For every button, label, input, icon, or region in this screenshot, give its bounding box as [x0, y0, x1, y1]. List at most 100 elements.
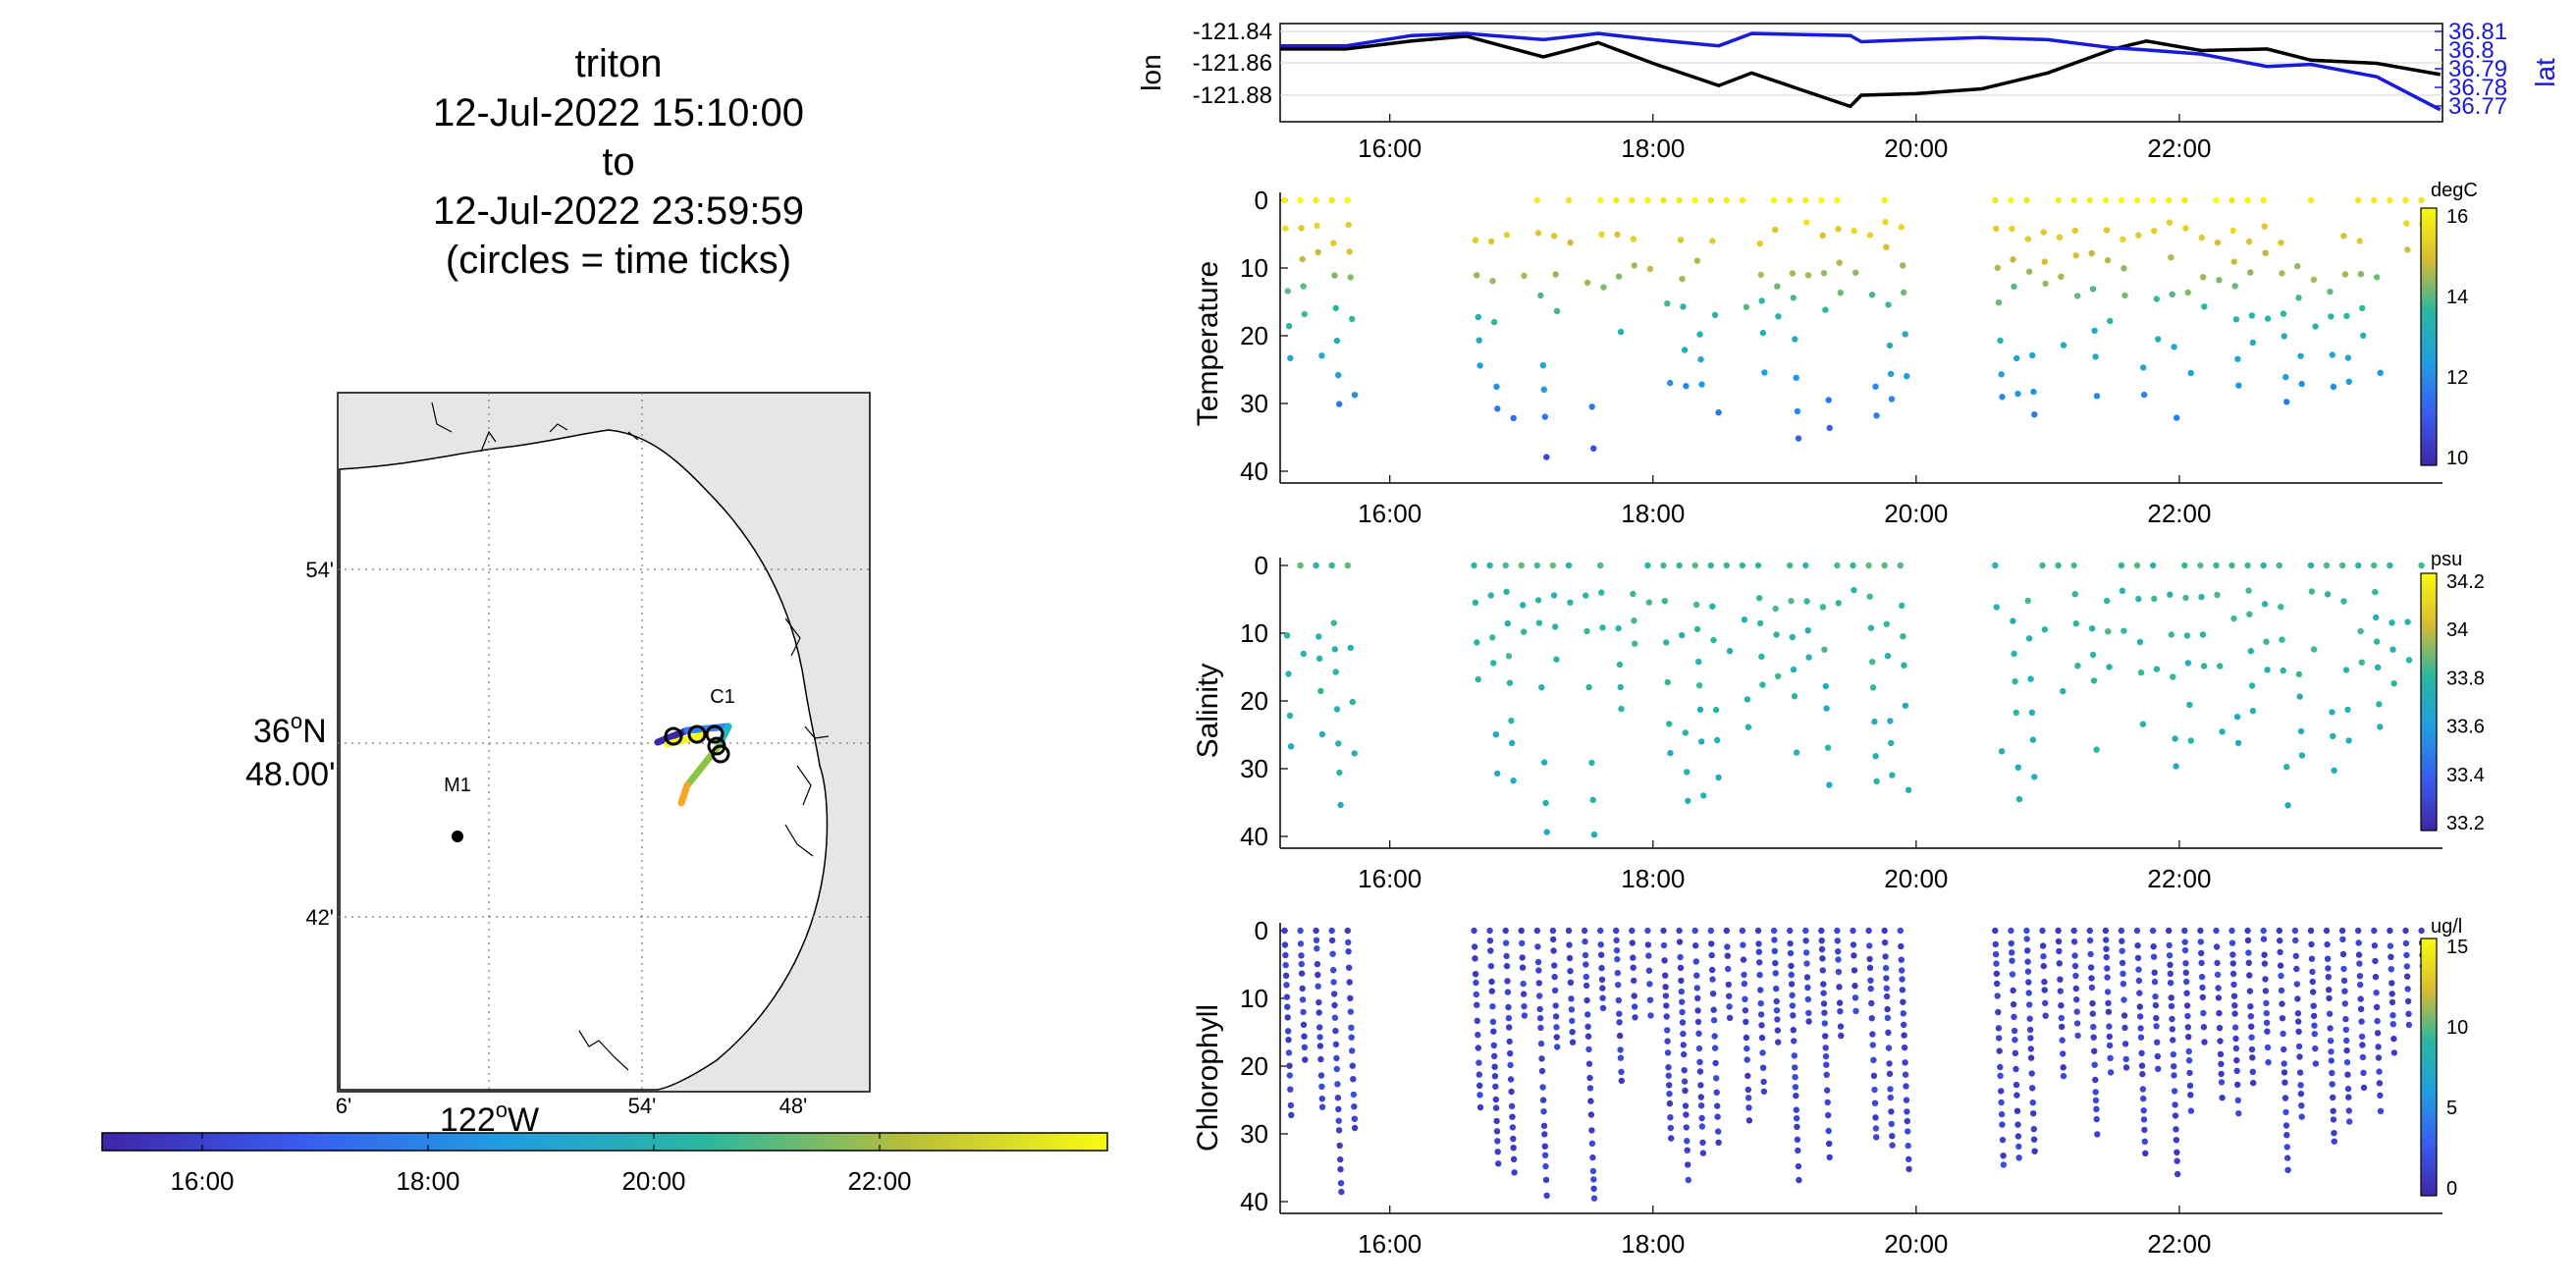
chlorophyll-point	[1824, 1099, 1831, 1106]
chlorophyll-point	[1837, 1008, 1844, 1015]
temperature-point	[2373, 274, 2381, 281]
salinity-point	[1318, 730, 1326, 738]
chlorophyll-point	[1583, 973, 1590, 981]
chlorophyll-point	[2026, 1001, 2033, 1008]
salinity-point	[2184, 660, 2192, 667]
chlorophyll-point	[2171, 1088, 2178, 1095]
salinity-point	[1805, 654, 1812, 661]
temperature-colorbar-unit: degC	[2431, 180, 2478, 201]
chlorophyll-point	[1685, 1161, 1691, 1168]
chlorophyll-point	[1791, 1052, 1798, 1059]
chlorophyll-point	[2149, 927, 2157, 935]
salinity-point	[1472, 599, 1479, 606]
chlorophyll-point	[1315, 983, 1321, 990]
chlorophyll-point	[1998, 1110, 2006, 1118]
chlorophyll-point	[2070, 927, 2077, 935]
salinity-point	[1313, 562, 1319, 569]
chlorophyll-point	[1825, 1127, 1832, 1135]
temperature-point	[1698, 381, 1705, 388]
lon-tick-3: -121.88	[1193, 82, 1272, 109]
chlorophyll-point	[2185, 1047, 2192, 1055]
temperature-point	[2070, 196, 2077, 204]
chlorophyll-point	[2133, 927, 2141, 935]
salinity-point	[1695, 682, 1703, 689]
chlorophyll-point	[1285, 1049, 1293, 1056]
chlorophyll-point	[2170, 1050, 2176, 1058]
salinity-point	[1676, 562, 1683, 569]
chlorophyll-point	[2024, 968, 2032, 975]
chlorophyll-point	[1694, 1007, 1701, 1014]
chlorophyll-point	[2218, 1079, 2226, 1086]
temperature-point	[2030, 388, 2037, 396]
chlorophyll-point	[1994, 993, 2001, 999]
chlorophyll-point	[1519, 964, 1527, 971]
chlorophyll-point	[2263, 999, 2270, 1006]
salinity-point	[1283, 632, 1291, 639]
chlorophyll-point	[2230, 993, 2238, 999]
chlorophyll-point	[1792, 1074, 1798, 1081]
chlorophyll-point	[1683, 1111, 1690, 1118]
lonlat-time-label: 16:00	[1358, 134, 1422, 163]
salinity-point	[2310, 646, 2318, 653]
chlorophyll-point	[2055, 927, 2062, 935]
temperature-time-label: 16:00	[1358, 499, 1422, 528]
chlorophyll-point	[2011, 1013, 2017, 1021]
chlorophyll-point	[1998, 1088, 2005, 1095]
chlorophyll-point	[1314, 945, 1320, 952]
salinity-point	[1684, 769, 1690, 776]
salinity-point	[2247, 648, 2254, 655]
chlorophyll-point	[2199, 984, 2206, 992]
chlorophyll-point	[1870, 1056, 1877, 1064]
chlorophyll-point	[1866, 964, 1874, 971]
chlorophyll-point	[1537, 1024, 1544, 1032]
chlorophyll-point	[1744, 1095, 1752, 1101]
chlorophyll-point	[2086, 927, 2093, 935]
chlorophyll-point	[1503, 952, 1510, 960]
salinity-point	[1330, 619, 1338, 626]
chlorophyll-point	[2090, 1034, 2097, 1041]
salinity-point	[1286, 712, 1294, 720]
chlorophyll-point	[2390, 1049, 2398, 1056]
temperature-point	[1333, 337, 1341, 345]
chlorophyll-point	[1836, 999, 1844, 1006]
chlorophyll-point	[2119, 959, 2126, 967]
chlorophyll-point	[1287, 1086, 1294, 1093]
chlorophyll-point	[1505, 1014, 1513, 1022]
temperature-point	[1793, 374, 1799, 381]
time-colorbar	[101, 1132, 1108, 1152]
salinity-point	[2387, 562, 2393, 569]
salinity-point	[2342, 667, 2350, 673]
chlorophyll-point	[1697, 1102, 1705, 1109]
chlorophyll-point	[1869, 1042, 1877, 1048]
chlorophyll-point	[2279, 1015, 2286, 1022]
temperature-point	[2103, 227, 2111, 234]
chlorophyll-point	[1338, 1188, 1345, 1196]
temperature-point	[2042, 280, 2049, 288]
chlorophyll-point	[2278, 987, 2285, 994]
chlorophyll-point	[1476, 1092, 1483, 1099]
chlorophyll-point	[2088, 975, 2095, 982]
temperature-point	[1868, 292, 1876, 298]
chlorophyll-point	[1539, 1084, 1546, 1091]
salinity-depth-label: 10	[1240, 618, 1268, 648]
temperature-point	[1346, 248, 1353, 255]
chlorophyll-point	[1509, 1113, 1516, 1120]
chlorophyll-point	[1790, 1012, 1797, 1019]
salinity-colorbar-label: 33.8	[2446, 668, 2485, 689]
chlorophyll-point	[2328, 1048, 2334, 1055]
chlorophyll-point	[1881, 927, 1888, 935]
chlorophyll-point	[1568, 1006, 1576, 1013]
temperature-point	[1476, 337, 1482, 344]
chlorophyll-depth-label: 40	[1240, 1187, 1268, 1216]
chlorophyll-point	[2091, 1061, 2098, 1068]
chlorophyll-point	[2167, 961, 2174, 968]
temperature-point	[1617, 328, 1625, 336]
chlorophyll-point	[2150, 943, 2157, 950]
salinity-point	[1475, 675, 1481, 683]
chlorophyll-point	[1757, 999, 1764, 1007]
chlorophyll-point	[1805, 1009, 1812, 1017]
chlorophyll-point	[1711, 1033, 1718, 1040]
chlorophyll-point	[2199, 993, 2206, 1000]
salinity-point	[1590, 832, 1598, 838]
